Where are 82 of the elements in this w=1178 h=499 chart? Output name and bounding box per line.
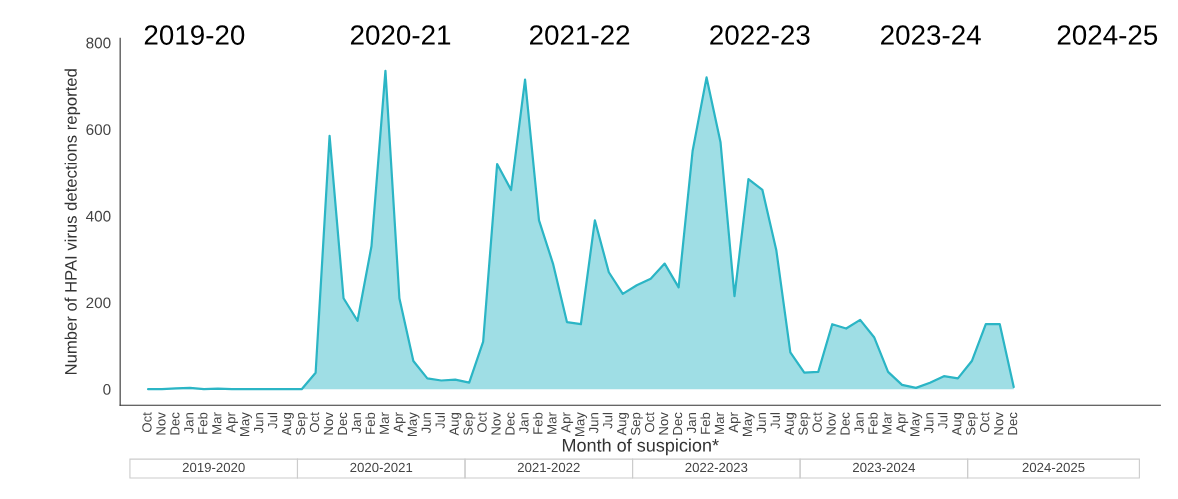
x-tick-label: Nov <box>323 412 334 435</box>
x-axis-title: Month of suspicion* <box>562 438 719 456</box>
x-tick-label: Feb <box>532 412 543 434</box>
text: 2020-2021 <box>350 462 413 473</box>
x-tick-label: Dec <box>1008 412 1018 435</box>
x-tick-label: Mar <box>379 412 389 434</box>
x-tick-label: Jan <box>351 412 362 434</box>
x-tick-label: Nov <box>994 412 1004 435</box>
y-tick-label: 200 <box>86 297 111 309</box>
x-tick-label: Oct <box>142 412 152 433</box>
x-tick-label: May <box>240 412 252 436</box>
annotation: 2020-21 <box>350 25 451 45</box>
x-tick-label: Mar <box>882 412 892 434</box>
x-tick-label: Dec <box>672 412 683 435</box>
x-tick-label: Feb <box>867 412 878 434</box>
x-tick-label: Aug <box>784 412 797 436</box>
x-tick-label: May <box>575 412 588 436</box>
text: 2019-2020 <box>182 462 245 473</box>
x-tick-label: Jul <box>435 413 445 429</box>
text: 2024-25 <box>1057 25 1158 45</box>
y-tick-label: 0 <box>103 384 111 395</box>
x-tick-label: Oct <box>644 412 655 433</box>
x-tick-label: Jan <box>854 412 864 434</box>
x-tick-label: Apr <box>896 412 909 433</box>
x-tick-label: Apr <box>226 412 238 433</box>
x-tick-label: Oct <box>477 412 487 433</box>
x-tick-label: Nov <box>156 412 166 435</box>
x-tick-label: Jan <box>686 412 697 434</box>
x-tick-label: Sep <box>966 412 978 436</box>
x-tick-label: Apr <box>393 412 406 433</box>
x-tick-label: Jul <box>602 413 613 429</box>
text: 2022-2023 <box>685 462 748 473</box>
y-tick-label: 600 <box>86 124 111 136</box>
x-tick-label: Aug <box>952 412 965 436</box>
text: 2024-2025 <box>1022 462 1085 473</box>
y-tick-label: 400 <box>85 210 111 222</box>
x-tick-label: Oct <box>980 412 990 433</box>
x-tick-label: Jul <box>267 413 278 429</box>
annotation: 2022-23 <box>710 25 810 45</box>
x-tick-label: Jun <box>924 412 934 434</box>
x-tick-label: Sep <box>630 412 643 436</box>
x-tick-label: Oct <box>812 412 822 433</box>
x-tick-label: Jul <box>770 413 780 429</box>
x-tick-label: May <box>407 412 420 436</box>
x-tick-label: Feb <box>197 412 208 434</box>
y-tick-label: 800 <box>86 37 111 49</box>
x-tick-label: Jun <box>589 412 599 434</box>
x-tick-label: May <box>910 412 923 436</box>
text: 2021-2022 <box>517 462 580 473</box>
x-tick-label: Aug <box>617 412 629 436</box>
x-tick-label: Jun <box>756 412 766 434</box>
x-tick-label: Feb <box>365 412 376 434</box>
x-tick-label: Mar <box>547 412 557 434</box>
x-tick-label: Nov <box>659 412 669 435</box>
x-tick-label: Sep <box>295 412 308 436</box>
annotation: 2019-20 <box>144 25 245 45</box>
x-tick-label: Sep <box>798 412 811 436</box>
x-tick-label: Jun <box>254 412 264 434</box>
x-tick-label: Dec <box>337 412 348 435</box>
x-tick-label: Dec <box>840 412 850 435</box>
x-tick-label: Feb <box>700 412 711 434</box>
x-tick-label: Jan <box>184 412 194 434</box>
x-tick-label: May <box>742 412 755 436</box>
x-tick-label: Oct <box>309 412 320 433</box>
x-tick-label: Nov <box>491 412 501 435</box>
x-tick-label: Dec <box>505 412 515 435</box>
y-axis-title: Number of HPAI virus detections reported <box>64 69 81 375</box>
x-tick-label: Mar <box>212 412 222 434</box>
x-tick-label: Apr <box>728 412 741 433</box>
x-tick-label: Apr <box>561 412 574 433</box>
x-tick-label: Mar <box>714 412 725 434</box>
annotation: 2021-22 <box>530 25 630 45</box>
x-tick-label: Nov <box>826 412 836 435</box>
x-tick-label: Aug <box>282 412 294 436</box>
annotation: 2023-24 <box>881 25 981 45</box>
x-tick-label: Dec <box>170 412 180 435</box>
x-tick-label: Jun <box>421 412 431 434</box>
text: 2023-2024 <box>853 462 916 473</box>
x-tick-label: Jan <box>519 412 529 434</box>
x-tick-label: Sep <box>463 412 476 436</box>
x-tick-label: Jul <box>937 413 948 429</box>
x-tick-label: Aug <box>449 412 462 436</box>
